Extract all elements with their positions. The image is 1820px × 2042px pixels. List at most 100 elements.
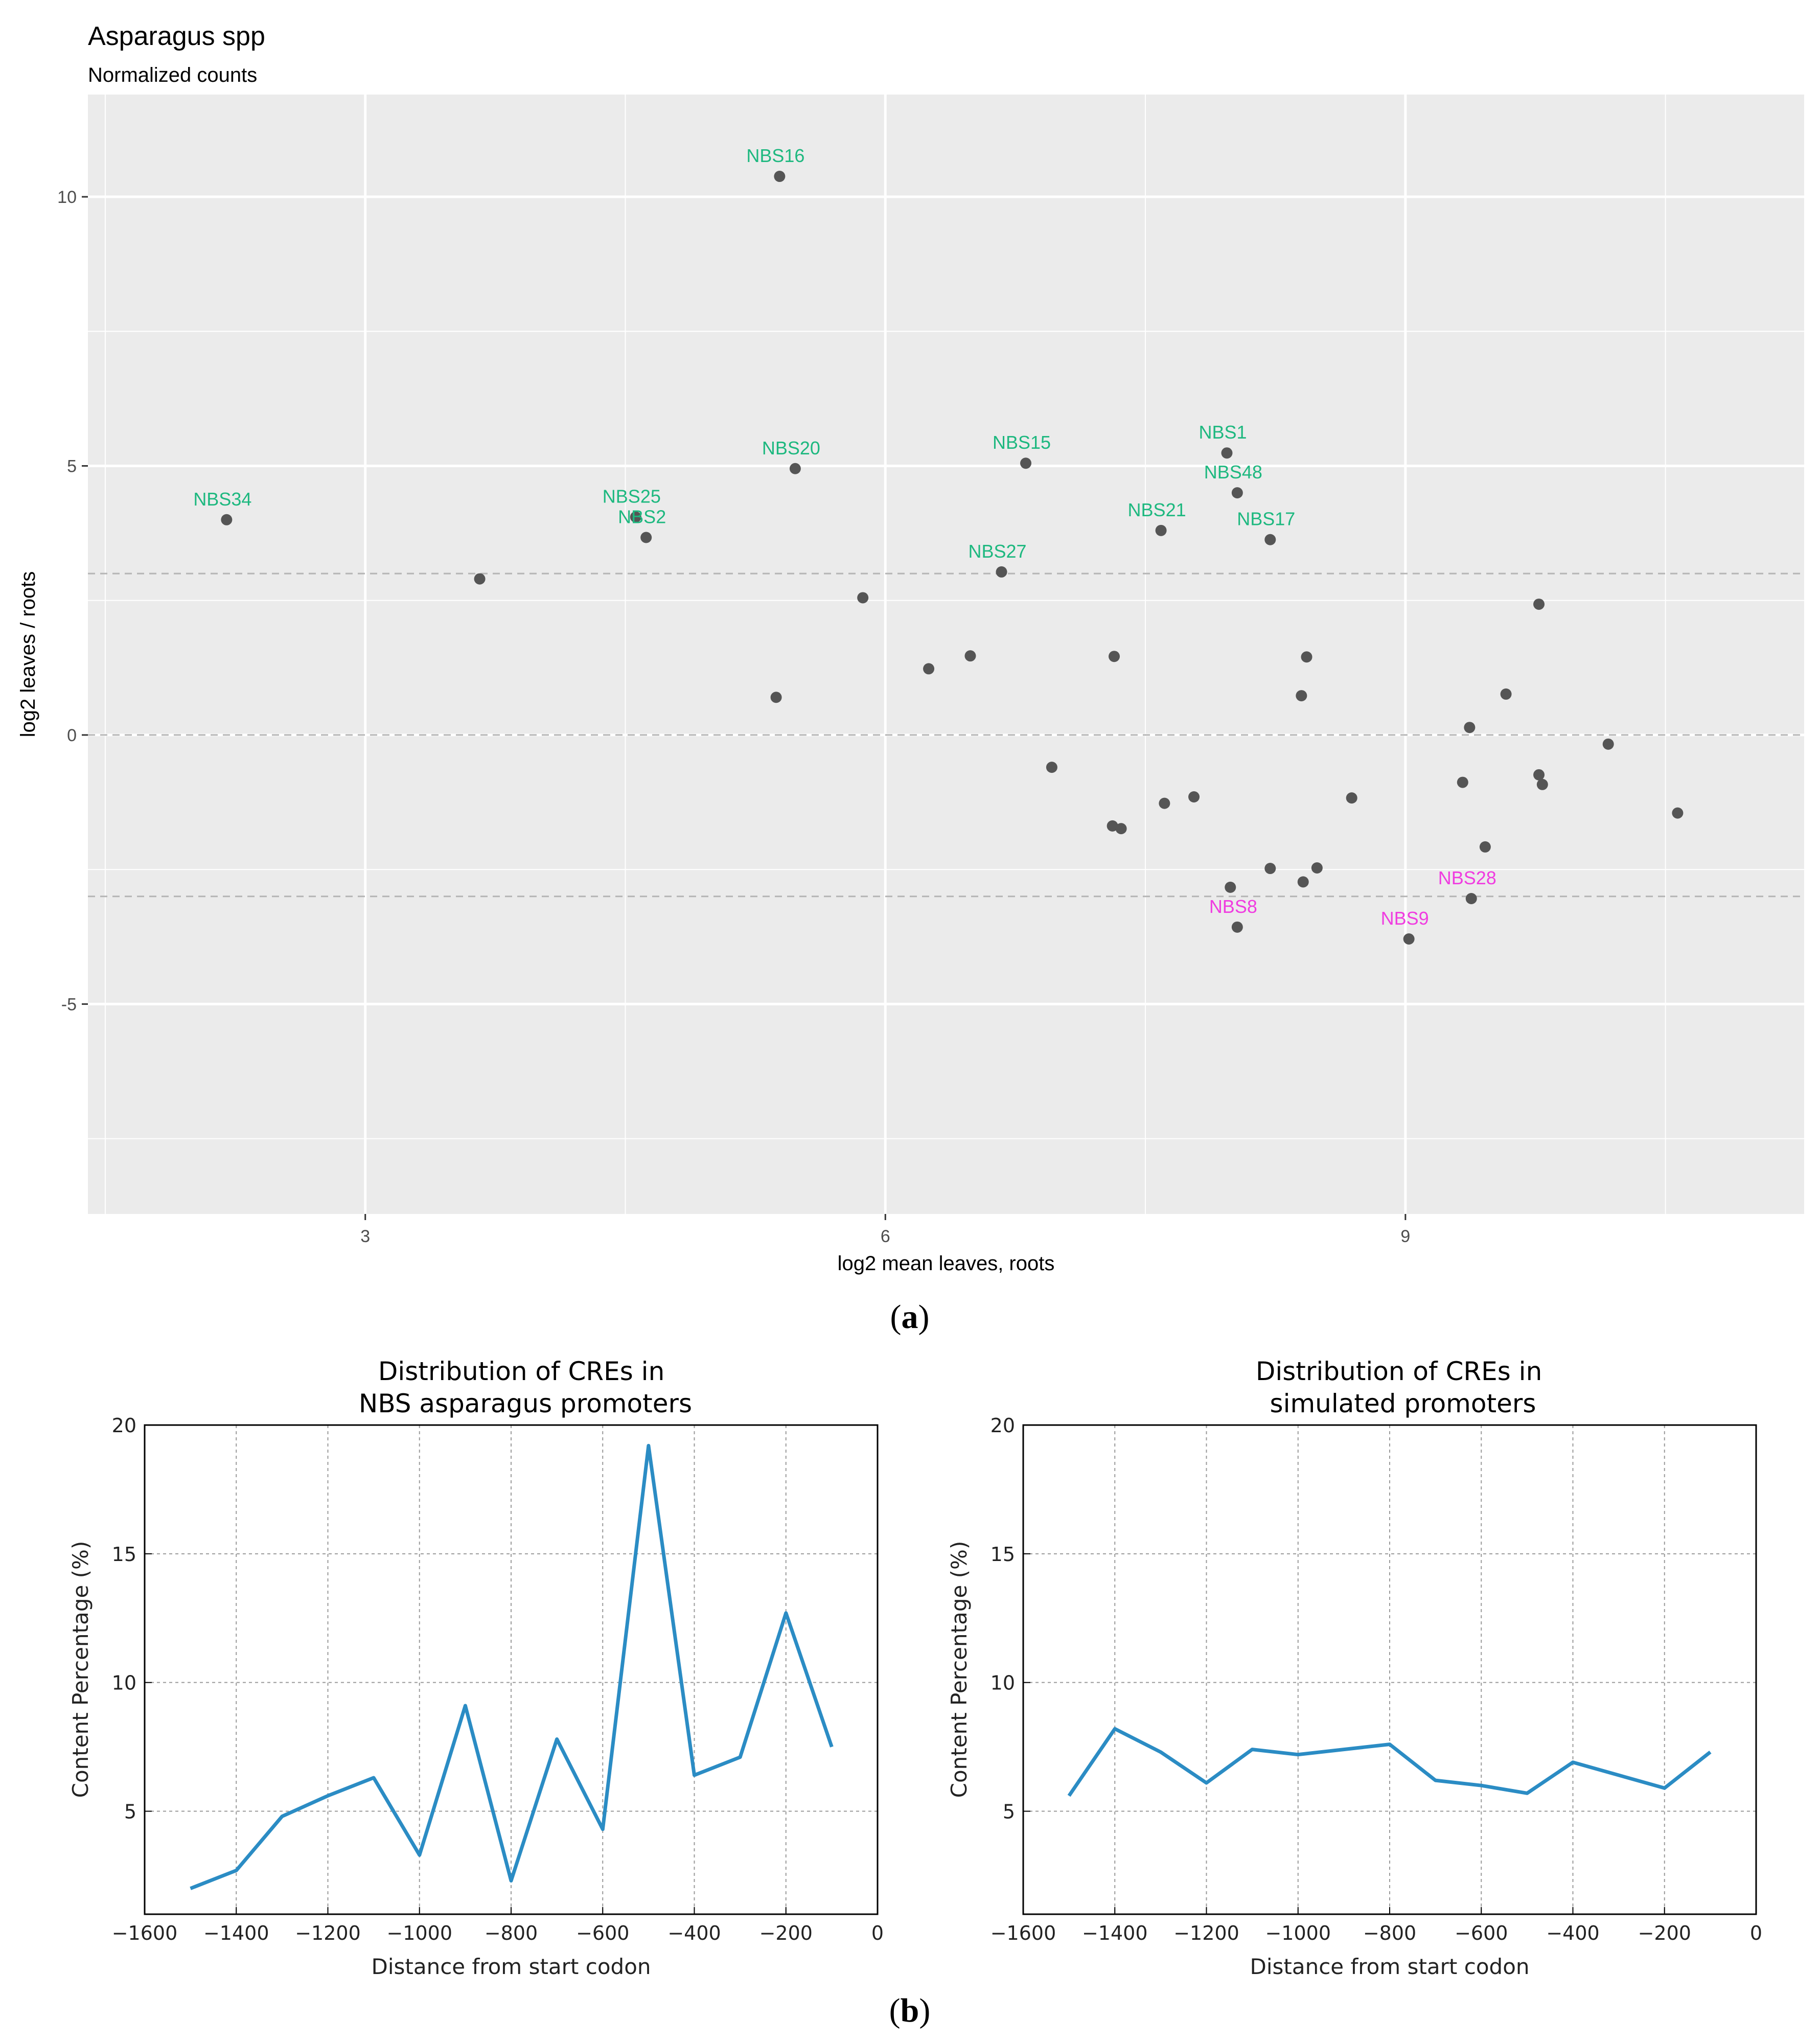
c-x-tick-label-2: −1200 xyxy=(1173,1922,1239,1944)
point-label-nbs9: NBS9 xyxy=(1381,908,1429,929)
chart-a-threshold-lines xyxy=(88,572,1804,898)
data-point-23 xyxy=(1159,797,1170,809)
chart-b-title: Distribution of CREs in NBS asparagus pr… xyxy=(359,1357,692,1418)
chart-c-y-axis-label: Content Percentage (%) xyxy=(947,1541,972,1798)
data-point-6 xyxy=(996,566,1007,578)
b-x-tick-label-5: −600 xyxy=(576,1922,629,1944)
y-tick-label-0: -5 xyxy=(61,995,77,1014)
point-label-nbs21: NBS21 xyxy=(1128,499,1186,520)
data-point-15 xyxy=(857,592,869,604)
data-point-33 xyxy=(1464,722,1476,733)
chart-a-title: Asparagus spp xyxy=(88,21,265,51)
data-point-21 xyxy=(1107,820,1118,832)
data-point-39 xyxy=(1602,738,1614,750)
data-point-17 xyxy=(923,663,935,675)
data-point-5 xyxy=(1020,457,1032,469)
c-x-tick-label-4: −800 xyxy=(1363,1922,1416,1944)
data-point-25 xyxy=(1225,881,1236,893)
chart-c-title: Distribution of CREs in simulated promot… xyxy=(1256,1357,1550,1418)
data-point-29 xyxy=(1297,876,1309,888)
chart-a-x-ticks: 3 6 9 xyxy=(360,1214,1410,1246)
data-point-3 xyxy=(774,171,786,182)
data-point-28 xyxy=(1301,651,1312,663)
b-x-tick-label-8: 0 xyxy=(871,1922,884,1944)
chart-b-y-axis-label: Content Percentage (%) xyxy=(68,1541,93,1798)
chart-c-x-ticks: −1600 −1400 −1200 −1000 −800 −600 −400 −200 0 xyxy=(990,1907,1762,1944)
data-point-10 xyxy=(1264,534,1276,545)
data-point-38 xyxy=(1536,778,1548,790)
chart-c-title-line-1: Distribution of CREs in xyxy=(1256,1357,1542,1386)
chart-a-x-axis-label: log2 mean leaves, roots xyxy=(838,1252,1055,1275)
point-label-nbs28: NBS28 xyxy=(1438,867,1496,888)
point-label-nbs20: NBS20 xyxy=(762,438,820,458)
x-tick-label-1: 6 xyxy=(881,1227,890,1246)
data-point-12 xyxy=(1403,933,1415,945)
point-label-nbs25: NBS25 xyxy=(603,486,661,507)
data-point-24 xyxy=(1188,791,1200,803)
data-point-9 xyxy=(1231,487,1243,499)
point-label-nbs2: NBS2 xyxy=(618,507,666,527)
data-point-34 xyxy=(1479,841,1491,853)
line-chart-simulated: Distribution of CREs in simulated promot… xyxy=(947,1357,1762,1979)
point-label-nbs34: NBS34 xyxy=(193,489,251,510)
scatter-chart-a: Asparagus spp Normalized counts NBS34 NBS… xyxy=(17,21,1804,1336)
data-point-18 xyxy=(964,650,976,662)
chart-b-y-ticks: 5 10 15 20 xyxy=(112,1414,152,1823)
data-point-27 xyxy=(1296,690,1307,702)
c-x-tick-label-0: −1600 xyxy=(990,1922,1056,1944)
chart-a-subtitle: Normalized counts xyxy=(88,64,257,86)
c-y-tick-label-3: 20 xyxy=(990,1414,1015,1437)
chart-a-y-ticks: -5 0 5 10 xyxy=(57,188,88,1014)
point-label-nbs15: NBS15 xyxy=(993,432,1051,453)
chart-b-title-line-2: NBS asparagus promoters xyxy=(359,1389,692,1418)
line-chart-asparagus: Distribution of CREs in NBS asparagus pr… xyxy=(68,1357,884,1979)
point-label-nbs16: NBS16 xyxy=(746,145,804,166)
b-x-tick-label-4: −800 xyxy=(485,1922,538,1944)
c-y-tick-label-2: 15 xyxy=(990,1543,1015,1566)
b-y-tick-label-1: 10 xyxy=(112,1672,136,1694)
data-point-37 xyxy=(1533,769,1545,781)
chart-c-x-axis-label: Distance from start codon xyxy=(1250,1954,1529,1979)
chart-a-y-axis-label: log2 leaves / roots xyxy=(17,571,39,738)
c-y-tick-label-1: 10 xyxy=(990,1672,1015,1694)
data-point-11 xyxy=(1231,921,1243,933)
data-point-1 xyxy=(630,511,641,523)
y-tick-label-2: 5 xyxy=(67,456,77,476)
c-x-tick-label-5: −600 xyxy=(1455,1922,1508,1944)
b-x-tick-label-3: −1000 xyxy=(386,1922,452,1944)
c-x-tick-label-8: 0 xyxy=(1750,1922,1762,1944)
data-point-13 xyxy=(1465,893,1477,905)
data-point-4 xyxy=(789,463,801,474)
c-y-tick-label-0: 5 xyxy=(1003,1801,1015,1823)
data-point-0 xyxy=(221,514,233,525)
data-point-20 xyxy=(1109,651,1120,662)
data-point-30 xyxy=(1311,862,1323,874)
chart-c-series xyxy=(1067,1727,1712,1797)
panel-a-label: (a) xyxy=(890,1298,930,1336)
chart-b-series xyxy=(190,1443,834,1890)
b-x-tick-label-0: −1600 xyxy=(112,1922,178,1944)
b-x-tick-label-1: −1400 xyxy=(203,1922,269,1944)
y-tick-label-1: 0 xyxy=(67,726,77,745)
data-point-2 xyxy=(640,532,652,543)
data-point-31 xyxy=(1346,792,1357,804)
c-x-tick-label-6: −400 xyxy=(1546,1922,1599,1944)
chart-b-title-line-1: Distribution of CREs in xyxy=(378,1357,664,1386)
chart-b-x-axis-label: Distance from start codon xyxy=(371,1954,651,1979)
chart-a-points xyxy=(221,171,1684,945)
point-label-nbs8: NBS8 xyxy=(1209,896,1257,917)
data-point-35 xyxy=(1500,688,1512,700)
b-x-tick-label-6: −400 xyxy=(667,1922,721,1944)
b-x-tick-label-2: −1200 xyxy=(295,1922,361,1944)
chart-a-plot-panel xyxy=(88,95,1804,1214)
data-point-36 xyxy=(1533,599,1545,610)
data-point-26 xyxy=(1264,863,1276,875)
c-x-tick-label-1: −1400 xyxy=(1082,1922,1148,1944)
panel-b-letter: b xyxy=(901,1992,919,2029)
point-label-nbs48: NBS48 xyxy=(1204,462,1262,483)
panel-b-label: (b) xyxy=(889,1992,931,2029)
point-label-nbs1: NBS1 xyxy=(1199,422,1247,443)
chart-c-title-line-2: simulated promoters xyxy=(1270,1389,1536,1418)
